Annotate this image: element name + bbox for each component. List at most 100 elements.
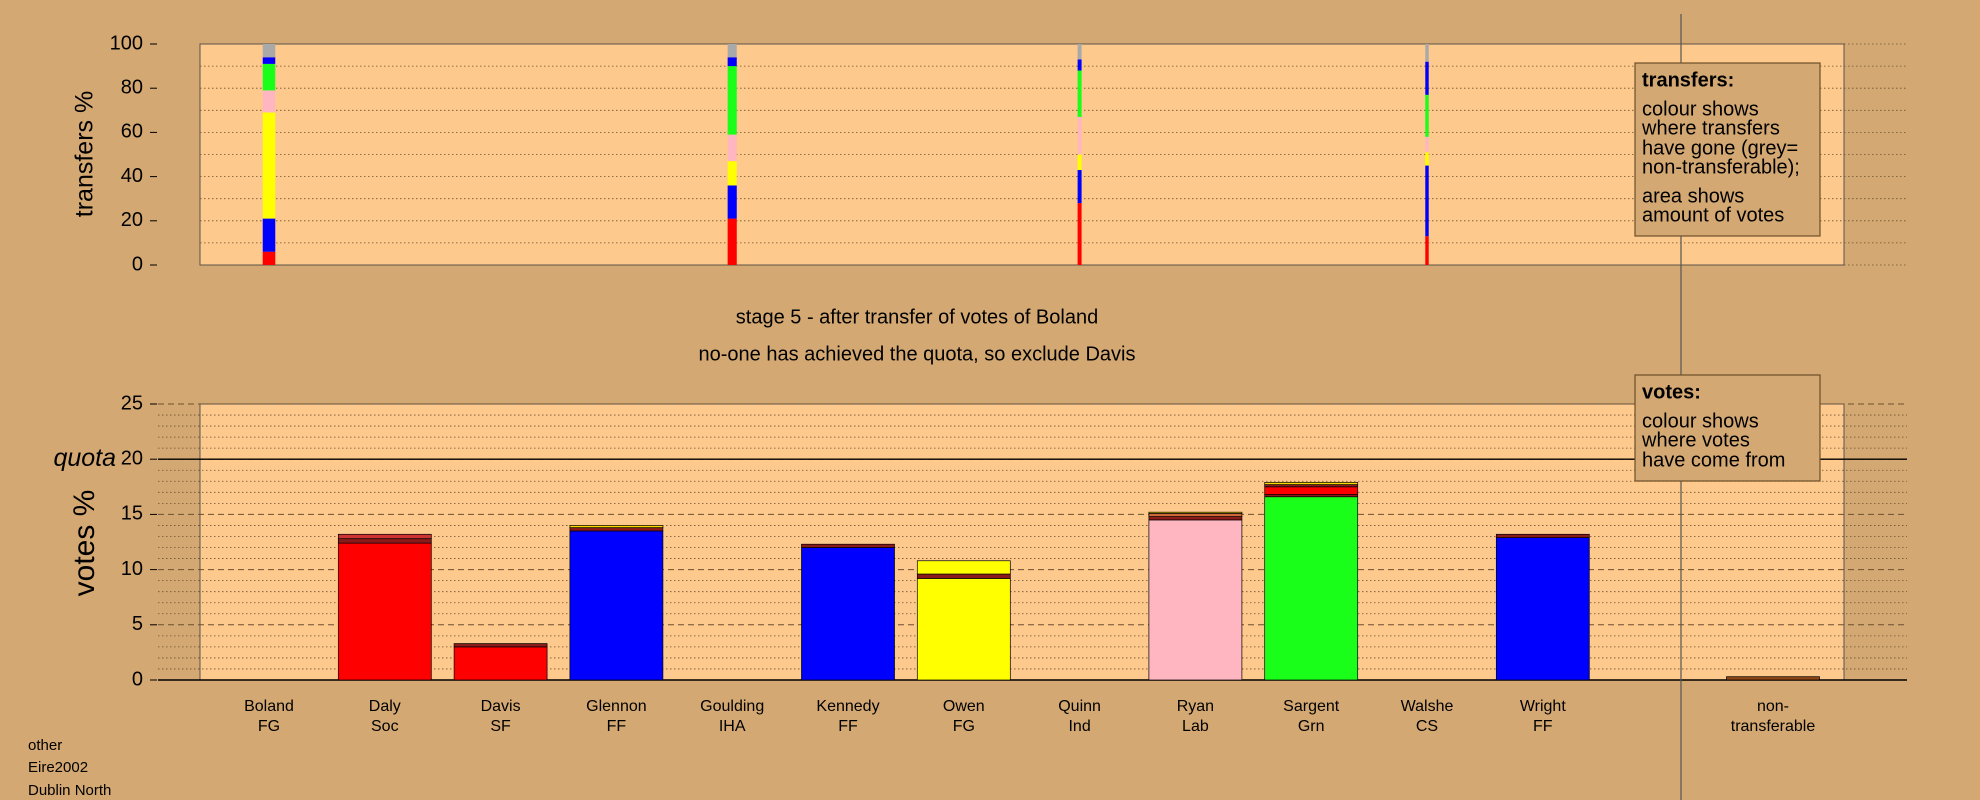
transfer-segment bbox=[262, 63, 276, 91]
legend-text: have come from bbox=[1642, 449, 1785, 471]
bar-segment bbox=[453, 646, 548, 681]
footer-text: Eire2002 bbox=[28, 759, 88, 776]
transfer-segment bbox=[262, 44, 276, 58]
x-tick-label: Wright bbox=[1520, 698, 1566, 715]
legend-box bbox=[1634, 62, 1821, 237]
x-tick-label: Glennon bbox=[586, 698, 647, 715]
plot-area bbox=[199, 403, 1845, 681]
y-tick-label: 15 bbox=[121, 503, 143, 525]
legend-text: amount of votes bbox=[1642, 204, 1784, 226]
bar-segment bbox=[337, 533, 432, 540]
y-tick-label: 40 bbox=[121, 165, 143, 187]
bar-segment bbox=[1495, 537, 1590, 681]
quota-label: quota bbox=[53, 444, 116, 472]
layer: 020406080100quotaBolandFGDalySocDavisSFG… bbox=[53, 32, 1907, 735]
bar-segment bbox=[916, 573, 1011, 579]
transfer-segment bbox=[1077, 70, 1082, 117]
bar-segment bbox=[453, 643, 548, 648]
legend-box bbox=[1634, 374, 1821, 482]
legend-text: where votes bbox=[1641, 429, 1750, 451]
transfer-segment bbox=[727, 66, 737, 135]
x-tick-label: transferable bbox=[1731, 718, 1816, 735]
x-tick-label: Daly bbox=[369, 698, 401, 715]
transfer-segment bbox=[262, 112, 276, 219]
legend-text: where transfers bbox=[1641, 117, 1780, 139]
bar-segment bbox=[1726, 676, 1820, 681]
transfer-segment bbox=[1077, 59, 1082, 71]
y-tick-label: 0 bbox=[132, 668, 143, 690]
transfer-segment bbox=[727, 161, 737, 186]
bar-segment bbox=[1148, 516, 1243, 521]
x-tick-label: Owen bbox=[943, 698, 985, 715]
bar-segment bbox=[1264, 486, 1359, 495]
x-tick-label: FF bbox=[838, 718, 858, 735]
legend-text: area shows bbox=[1642, 185, 1744, 207]
bar-segment bbox=[337, 542, 432, 681]
y-tick-label: 0 bbox=[132, 253, 143, 275]
legend-text: have gone (grey= bbox=[1642, 137, 1798, 159]
x-tick-label: Sargent bbox=[1283, 698, 1340, 715]
chart-subtitle: no-one has achieved the quota, so exclud… bbox=[699, 343, 1136, 365]
x-tick-label: FF bbox=[607, 718, 627, 735]
x-tick-label: IHA bbox=[719, 718, 746, 735]
transfer-segment bbox=[262, 251, 276, 265]
transfer-segment bbox=[1425, 94, 1429, 137]
x-tick-label: non- bbox=[1757, 698, 1789, 715]
footer-text: Dublin North bbox=[28, 782, 111, 799]
y-tick-label: 60 bbox=[121, 121, 143, 143]
y-tick-label: 20 bbox=[121, 447, 143, 469]
plot-area bbox=[199, 43, 1845, 266]
bar-segment bbox=[1264, 496, 1359, 681]
bar-segment bbox=[801, 543, 895, 548]
x-tick-label: Goulding bbox=[700, 698, 764, 715]
transfer-segment bbox=[727, 134, 737, 162]
transfer-segment bbox=[1425, 136, 1429, 153]
x-tick-label: Grn bbox=[1298, 718, 1325, 735]
legend-text: colour shows bbox=[1642, 98, 1759, 120]
transfer-segment bbox=[1425, 152, 1429, 166]
bar-segment bbox=[1148, 519, 1243, 681]
legend-title: votes: bbox=[1642, 381, 1701, 403]
x-tick-label: FG bbox=[953, 718, 975, 735]
transfer-segment bbox=[262, 57, 276, 64]
transfer-segment bbox=[1077, 116, 1082, 155]
x-tick-label: Boland bbox=[244, 698, 294, 715]
x-tick-label: FG bbox=[258, 718, 280, 735]
y-tick-label: 5 bbox=[132, 613, 143, 635]
bar-segment bbox=[916, 560, 1011, 575]
bar-segment bbox=[1148, 512, 1243, 517]
x-tick-label: Walshe bbox=[1401, 698, 1454, 715]
y-tick-label: 10 bbox=[121, 558, 143, 580]
bar-segment bbox=[1495, 533, 1590, 538]
y-tick-label: 100 bbox=[110, 32, 143, 54]
transfer-segment bbox=[262, 218, 276, 252]
transfer-segment bbox=[727, 44, 737, 58]
x-tick-label: CS bbox=[1416, 718, 1438, 735]
x-tick-label: FF bbox=[1533, 718, 1553, 735]
bar-segment bbox=[569, 530, 664, 681]
y-axis-label: votes % bbox=[68, 490, 101, 597]
footer-text: other bbox=[28, 737, 62, 754]
transfer-segment bbox=[727, 185, 737, 219]
transfer-segment bbox=[1425, 236, 1429, 265]
x-tick-label: Ryan bbox=[1177, 698, 1214, 715]
transfer-segment bbox=[1077, 154, 1082, 170]
chart-title: stage 5 - after transfer of votes of Bol… bbox=[736, 306, 1098, 328]
legend-text: non-transferable); bbox=[1642, 156, 1800, 178]
x-tick-label: Quinn bbox=[1058, 698, 1101, 715]
transfer-segment bbox=[1425, 165, 1429, 237]
bar-segment bbox=[569, 527, 664, 532]
transfer-segment bbox=[727, 57, 737, 67]
bar-segment bbox=[801, 547, 895, 681]
x-tick-label: Kennedy bbox=[816, 698, 879, 715]
transfer-segment bbox=[262, 90, 276, 113]
bar-segment bbox=[337, 538, 432, 544]
y-axis-label: transfers % bbox=[71, 91, 99, 217]
transfer-segment bbox=[1077, 203, 1082, 265]
bar-segment bbox=[916, 578, 1011, 681]
x-tick-label: Davis bbox=[481, 698, 521, 715]
bar-segment bbox=[569, 525, 664, 528]
bar-segment bbox=[1264, 482, 1359, 485]
x-tick-label: Ind bbox=[1068, 718, 1090, 735]
